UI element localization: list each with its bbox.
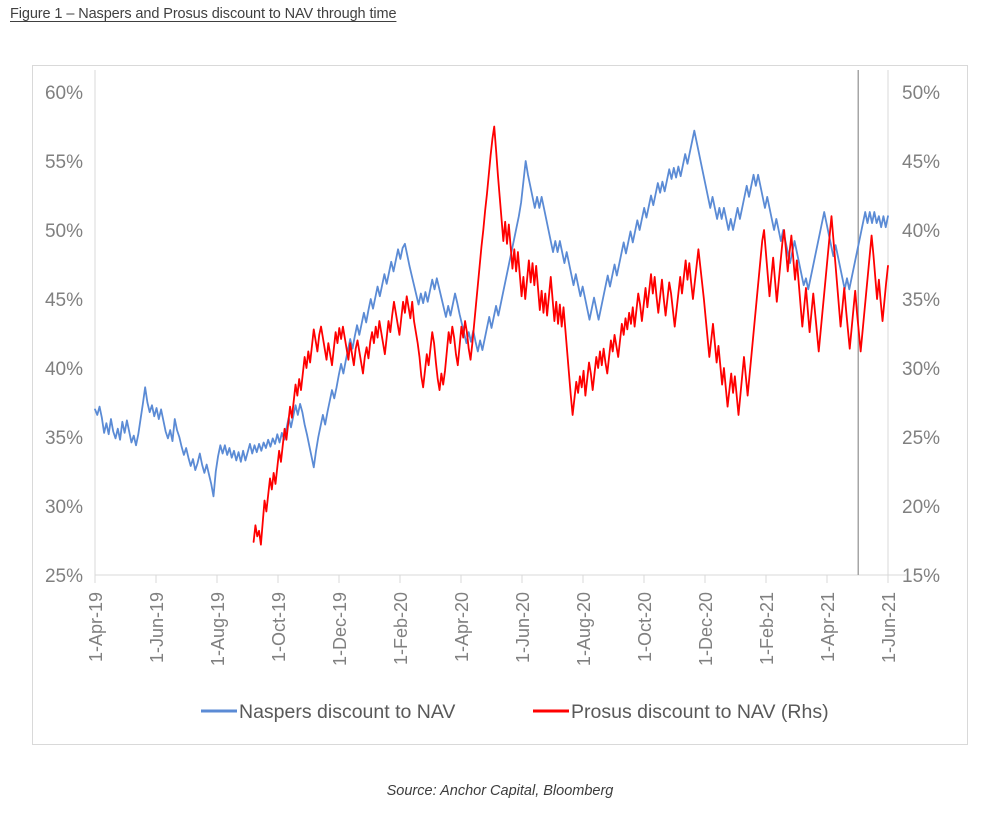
left-axis-tick-label: 60%	[45, 83, 83, 104]
right-axis-tick-label: 40%	[902, 221, 940, 242]
x-axis-tick-label: 1-Apr-21	[818, 592, 838, 662]
x-axis-tick-label: 1-Aug-19	[208, 592, 228, 666]
chart-container: 25% 30% 35% 40% 45% 50% 55% 60% 15% 20% 25% 30% 35%…	[32, 65, 968, 745]
x-axis-tick-label: 1-Dec-20	[696, 592, 716, 666]
left-axis-tick-label: 25%	[45, 566, 83, 587]
x-axis-tick-label: 1-Apr-20	[452, 592, 472, 662]
right-axis-tick-label: 20%	[902, 497, 940, 518]
left-axis-tick-label: 50%	[45, 221, 83, 242]
series-line	[94, 129, 889, 498]
x-axis-tick-label: 1-Dec-19	[330, 592, 350, 666]
chart-legend: Naspers discount to NAV Prosus discount t…	[201, 701, 829, 723]
right-axis-tick-label: 15%	[902, 566, 940, 587]
right-axis: 15% 20% 25% 30% 35% 40% 45% 50%	[887, 70, 940, 587]
figure-title: Figure 1 – Naspers and Prosus discount t…	[10, 6, 397, 22]
left-axis-tick-label: 30%	[45, 497, 83, 518]
left-axis-tick-label: 45%	[45, 290, 83, 311]
right-axis-tick-label: 35%	[902, 290, 940, 311]
x-axis-tick-label: 1-Jun-19	[147, 592, 167, 663]
right-axis-tick-label: 50%	[902, 83, 940, 104]
right-axis-tick-label: 30%	[902, 359, 940, 380]
left-axis-tick-label: 55%	[45, 152, 83, 173]
series-lines	[94, 125, 889, 546]
x-axis-tick-label: 1-Oct-19	[269, 592, 289, 662]
x-axis-tick-label: 1-Jun-21	[879, 592, 899, 663]
x-axis-tick-label: 1-Feb-21	[757, 592, 777, 665]
right-axis-tick-label: 25%	[902, 428, 940, 449]
x-axis-tick-label: 1-Jun-20	[513, 592, 533, 663]
x-axis-tick-label: 1-Aug-20	[574, 592, 594, 666]
legend-label: Prosus discount to NAV (Rhs)	[571, 701, 829, 723]
legend-label: Naspers discount to NAV	[239, 701, 455, 723]
left-axis: 25% 30% 35% 40% 45% 50% 55% 60%	[45, 70, 96, 587]
left-axis-tick-label: 35%	[45, 428, 83, 449]
x-axis-tick-label: 1-Oct-20	[635, 592, 655, 662]
chart-plot: 25% 30% 35% 40% 45% 50% 55% 60% 15% 20% 25% 30% 35%…	[45, 70, 940, 723]
series-line	[252, 125, 889, 546]
source-caption: Source: Anchor Capital, Bloomberg	[386, 783, 614, 799]
x-axis: 1-Apr-19 1-Jun-19 1-Aug-19 1-Oct-19 1-Dec-19…	[86, 574, 906, 666]
x-axis-tick-label: 1-Feb-20	[391, 592, 411, 665]
left-axis-tick-label: 40%	[45, 359, 83, 380]
x-axis-tick-label: 1-Apr-19	[86, 592, 106, 662]
right-axis-tick-label: 45%	[902, 152, 940, 173]
